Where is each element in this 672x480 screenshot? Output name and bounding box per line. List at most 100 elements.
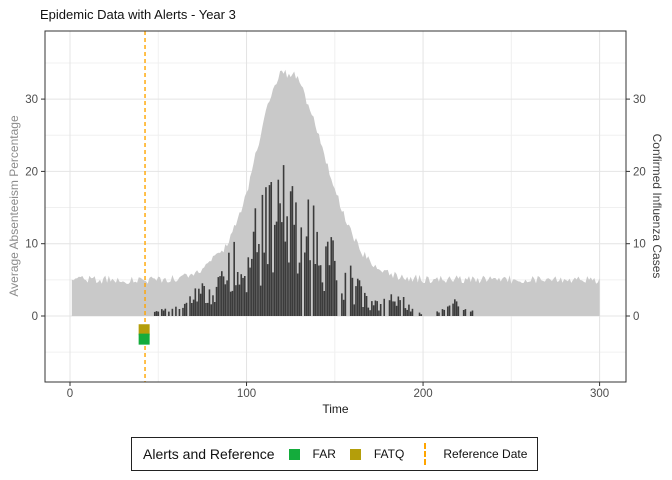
influenza-bar <box>307 199 310 316</box>
influenza-bar <box>196 301 198 316</box>
x-axis-title: Time <box>322 402 349 416</box>
influenza-bar <box>295 202 297 316</box>
influenza-bar <box>279 203 281 316</box>
influenza-bar <box>191 303 193 316</box>
influenza-bar <box>296 273 299 316</box>
influenza-bar <box>334 260 336 316</box>
y-left-tick-label: 30 <box>25 94 38 106</box>
influenza-bar <box>349 265 352 316</box>
x-tick-label: 0 <box>67 388 73 400</box>
influenza-bar <box>360 286 363 316</box>
influenza-bar <box>203 286 205 316</box>
influenza-bar <box>376 301 378 316</box>
influenza-bar <box>235 285 237 316</box>
influenza-bar <box>219 276 221 316</box>
y-left-tick-label: 0 <box>32 311 38 323</box>
influenza-bar <box>441 309 444 316</box>
influenza-bar <box>341 293 343 316</box>
absenteeism-area <box>71 69 600 316</box>
influenza-bar <box>309 260 311 316</box>
influenza-bar <box>457 306 460 316</box>
influenza-bar <box>323 291 325 316</box>
influenza-bar <box>251 258 253 316</box>
plot-title: Epidemic Data with Alerts - Year 3 <box>40 7 236 22</box>
influenza-bar <box>395 305 398 316</box>
influenza-bar <box>210 304 213 316</box>
influenza-bar <box>418 312 421 316</box>
influenza-bar <box>325 246 327 316</box>
influenza-bar <box>372 305 375 316</box>
influenza-bar <box>369 310 371 316</box>
legend-item-label: Reference Date <box>443 447 528 461</box>
influenza-bar <box>408 304 410 316</box>
influenza-bar <box>249 267 251 316</box>
influenza-bar <box>243 276 246 316</box>
legend-swatch-square <box>288 448 300 460</box>
influenza-bar <box>344 272 347 316</box>
influenza-bar <box>226 280 228 316</box>
y-right-tick-label: 10 <box>633 239 646 251</box>
influenza-bar <box>221 271 223 316</box>
y-axis-right-title: Confirmed Influenza Cases <box>650 133 664 279</box>
influenza-bar <box>436 311 438 316</box>
influenza-bar <box>332 240 334 316</box>
influenza-bar <box>288 262 290 316</box>
influenza-bar <box>213 302 216 316</box>
influenza-bar <box>259 285 262 316</box>
legend-item-fatq: FATQ <box>349 447 404 461</box>
influenza-bar <box>383 298 386 316</box>
legend-swatch-square <box>349 448 361 460</box>
y-left-tick-label: 10 <box>25 239 38 251</box>
influenza-bar <box>238 284 241 316</box>
influenza-bar <box>365 296 368 316</box>
alert-marker-fatq <box>138 324 150 336</box>
influenza-bar <box>254 208 257 316</box>
influenza-bar <box>362 307 364 316</box>
influenza-bar <box>402 297 405 316</box>
influenza-bar <box>392 301 394 316</box>
x-tick-label: 200 <box>413 388 432 400</box>
influenza-bar <box>208 289 211 316</box>
influenza-bar <box>228 252 230 316</box>
influenza-bar <box>185 302 188 316</box>
influenza-bar <box>272 272 274 316</box>
influenza-bar <box>411 308 414 316</box>
legend-item-reference-date: Reference Date <box>418 443 527 465</box>
legend-item-far: FAR <box>288 447 336 461</box>
influenza-bar <box>409 311 412 316</box>
influenza-bar <box>358 280 361 316</box>
alert-marker-far <box>138 333 150 345</box>
y-left-tick-label: 20 <box>25 166 38 178</box>
influenza-bar <box>175 306 177 316</box>
influenza-bar <box>300 227 303 316</box>
influenza-bar <box>178 309 181 316</box>
influenza-bar <box>289 191 292 316</box>
influenza-bar <box>314 264 317 316</box>
influenza-bar <box>464 309 467 316</box>
influenza-bar <box>471 310 474 316</box>
influenza-bar <box>162 310 165 316</box>
influenza-bar <box>330 237 333 316</box>
influenza-bar <box>183 303 186 316</box>
influenza-bar <box>189 296 191 316</box>
influenza-bar <box>367 307 370 316</box>
influenza-bar <box>353 304 356 316</box>
influenza-bar <box>452 303 454 316</box>
x-tick-label: 100 <box>237 388 256 400</box>
influenza-bar <box>286 216 288 316</box>
influenza-bar <box>161 309 163 316</box>
influenza-bar <box>335 280 338 316</box>
influenza-bar <box>303 252 306 316</box>
influenza-bar <box>305 236 308 316</box>
influenza-bar <box>168 311 170 316</box>
influenza-bar <box>356 278 359 316</box>
influenza-bar <box>390 294 393 316</box>
influenza-bar <box>371 301 373 316</box>
influenza-bar <box>284 241 287 316</box>
legend-swatch-dashed-line <box>424 443 427 465</box>
influenza-bar <box>277 179 280 316</box>
legend-title: Alerts and Reference <box>143 446 275 462</box>
influenza-bar <box>316 231 318 316</box>
influenza-bar <box>291 186 294 316</box>
